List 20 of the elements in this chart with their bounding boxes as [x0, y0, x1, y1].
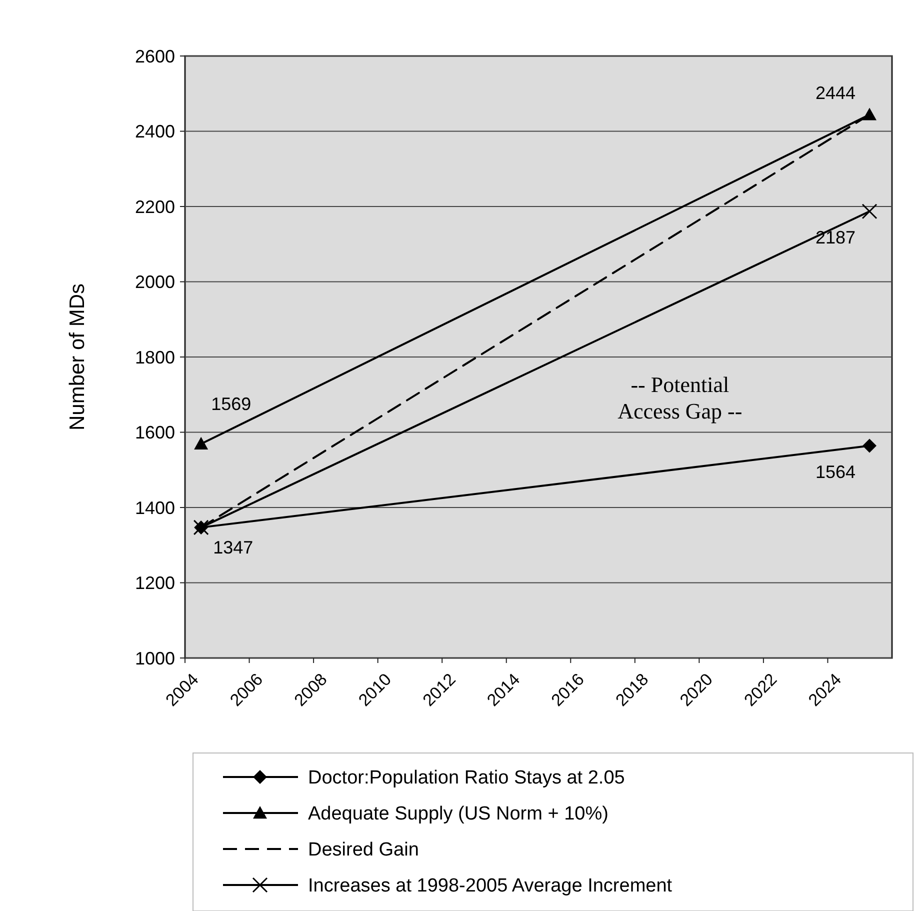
- data-label: 2444: [815, 82, 856, 103]
- y-tick-label: 1800: [134, 347, 175, 368]
- data-label: 1347: [213, 538, 254, 558]
- legend-label: Doctor:Population Ratio Stays at 2.05: [308, 768, 625, 789]
- data-label: 2187: [815, 228, 856, 248]
- legend-label: Adequate Supply (US Norm + 10%): [308, 804, 608, 825]
- y-tick-label: 2200: [134, 196, 175, 217]
- y-axis-title: Number of MDs: [66, 283, 89, 431]
- y-tick-label: 1200: [134, 573, 175, 594]
- y-tick-label: 2000: [134, 272, 175, 292]
- y-tick-label: 1400: [134, 498, 175, 518]
- annotation: -- Potential Access Gap --: [618, 372, 742, 424]
- y-tick-label: 2600: [134, 46, 175, 66]
- data-label: 1564: [815, 462, 856, 482]
- y-tick-label: 1000: [134, 648, 175, 668]
- y-tick-label: 2400: [134, 122, 175, 142]
- legend-label: Desired Gain: [308, 840, 419, 861]
- y-tick-label: 1600: [134, 422, 175, 443]
- data-label: 1569: [211, 394, 252, 414]
- legend-label: Increases at 1998-2005 Average Increment: [308, 876, 673, 897]
